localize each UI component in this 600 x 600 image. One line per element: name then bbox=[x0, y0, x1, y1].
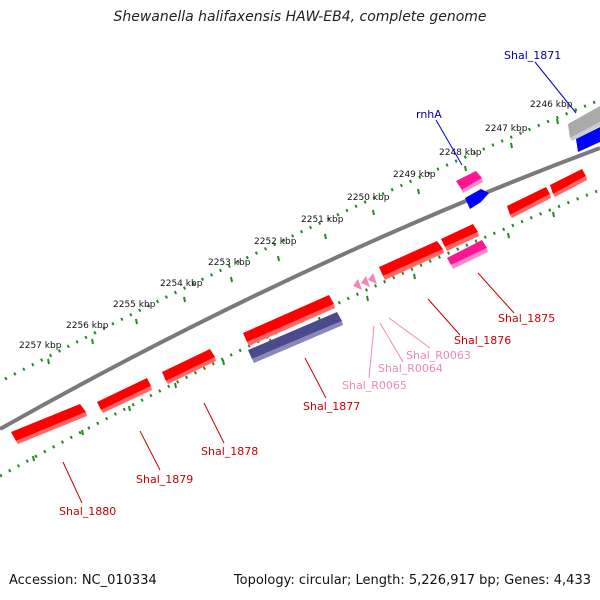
genome-backbone bbox=[0, 146, 600, 431]
feature-label[interactable]: Shal_1877 bbox=[303, 400, 360, 413]
tick-mark bbox=[324, 233, 327, 240]
feature-dark[interactable] bbox=[248, 312, 342, 359]
feature-magenta-shadow bbox=[462, 178, 483, 193]
tick-mark bbox=[510, 142, 513, 149]
feature-label[interactable]: Shal_1878 bbox=[201, 445, 258, 458]
feature-red[interactable] bbox=[11, 404, 86, 441]
feature-trna[interactable] bbox=[361, 276, 370, 287]
leader-line bbox=[203, 402, 225, 444]
feature-blue[interactable] bbox=[576, 127, 600, 152]
feature-red-shadow bbox=[510, 194, 551, 218]
leader-line bbox=[379, 322, 404, 363]
leader-line bbox=[304, 357, 327, 399]
feature-dark-shadow bbox=[252, 321, 343, 363]
feature-label[interactable]: Shal_1880 bbox=[59, 505, 116, 518]
tick-label: 2254 kbp bbox=[160, 279, 203, 289]
leader-line bbox=[368, 325, 375, 379]
tick-mark bbox=[372, 209, 375, 216]
tick-mark bbox=[135, 318, 138, 325]
tick-mark bbox=[417, 188, 420, 195]
feature-label[interactable]: Shal_1875 bbox=[498, 312, 555, 325]
tick-mark bbox=[413, 273, 416, 280]
tick-label: 2252 kbp bbox=[254, 237, 297, 247]
feature-red[interactable] bbox=[441, 224, 478, 247]
tick-mark bbox=[277, 255, 280, 262]
feature-trna[interactable] bbox=[353, 279, 362, 290]
feature-label[interactable]: rnhA bbox=[416, 108, 442, 121]
feature-blue-small[interactable] bbox=[465, 189, 489, 209]
feature-trna[interactable] bbox=[368, 273, 377, 284]
feature-red[interactable] bbox=[379, 241, 443, 276]
tick-mark bbox=[230, 276, 233, 283]
feature-red-shadow bbox=[553, 176, 587, 197]
feature-red[interactable] bbox=[243, 295, 334, 342]
tick-mark bbox=[366, 295, 369, 302]
accession-text: Accession: NC_010334 bbox=[9, 573, 157, 588]
feature-label[interactable]: Shal_1871 bbox=[504, 49, 561, 62]
feature-red-shadow bbox=[247, 304, 335, 346]
feature-red-shadow bbox=[101, 386, 152, 413]
leader-lines bbox=[62, 61, 577, 504]
tick-mark bbox=[32, 455, 35, 462]
tick-mark bbox=[174, 382, 177, 389]
feature-red-shadow bbox=[383, 249, 444, 280]
tick-mark bbox=[183, 296, 186, 303]
feature-red[interactable] bbox=[162, 349, 215, 381]
tick-mark bbox=[91, 338, 94, 345]
tick-label: 2253 kbp bbox=[208, 258, 251, 268]
tick-label: 2251 kbp bbox=[301, 215, 344, 225]
tick-mark bbox=[128, 405, 131, 412]
tick-mark bbox=[552, 211, 555, 218]
tick-label: 2249 kbp bbox=[393, 170, 436, 180]
feature-label[interactable]: Shal_1879 bbox=[136, 473, 193, 486]
tick-label: 2255 kbp bbox=[113, 300, 156, 310]
feature-label[interactable]: Shal_1876 bbox=[454, 334, 511, 347]
feature-red[interactable] bbox=[550, 169, 586, 194]
tick-label: 2250 kbp bbox=[347, 193, 390, 203]
feature-magenta[interactable] bbox=[447, 240, 487, 265]
leader-line bbox=[427, 298, 461, 336]
map-title: Shewanella halifaxensis HAW-EB4, complet… bbox=[113, 9, 487, 25]
leader-line bbox=[388, 317, 431, 349]
leader-line bbox=[62, 461, 83, 504]
feature-label[interactable]: Shal_R0064 bbox=[378, 362, 443, 375]
leader-line bbox=[477, 272, 515, 314]
feature-magenta-shadow bbox=[451, 248, 488, 269]
inner-ruler bbox=[0, 188, 600, 478]
outer-ruler bbox=[4, 98, 600, 381]
tick-label: 2248 kbp bbox=[439, 148, 482, 158]
leader-line bbox=[139, 430, 161, 471]
genome-summary-text: Topology: circular; Length: 5,226,917 bp… bbox=[233, 573, 591, 588]
feature-gray-shadow bbox=[570, 122, 600, 141]
tick-mark bbox=[47, 358, 50, 365]
leader-line bbox=[435, 119, 463, 166]
tick-mark bbox=[507, 232, 510, 239]
features-outer bbox=[11, 106, 600, 444]
feature-red[interactable] bbox=[97, 378, 151, 410]
feature-red-shadow bbox=[16, 412, 87, 444]
feature-label[interactable]: Shal_R0063 bbox=[406, 349, 471, 362]
tick-mark bbox=[222, 359, 225, 366]
feature-red-shadow bbox=[166, 357, 216, 384]
tick-label: 2256 kbp bbox=[66, 321, 109, 331]
tick-label: 2246 kbp bbox=[530, 100, 573, 110]
tick-mark bbox=[556, 118, 559, 125]
leader-line bbox=[534, 61, 577, 114]
feature-label[interactable]: Shal_R0065 bbox=[342, 379, 407, 392]
major-ticks bbox=[47, 118, 559, 365]
feature-red[interactable] bbox=[507, 187, 550, 215]
tick-mark bbox=[464, 165, 467, 172]
feature-red-shadow bbox=[445, 232, 479, 251]
feature-gray[interactable] bbox=[568, 106, 600, 138]
feature-magenta[interactable] bbox=[456, 171, 482, 190]
tick-label: 2257 kbp bbox=[19, 341, 62, 351]
tick-label: 2247 kbp bbox=[485, 124, 528, 134]
tick-mark bbox=[81, 429, 84, 436]
